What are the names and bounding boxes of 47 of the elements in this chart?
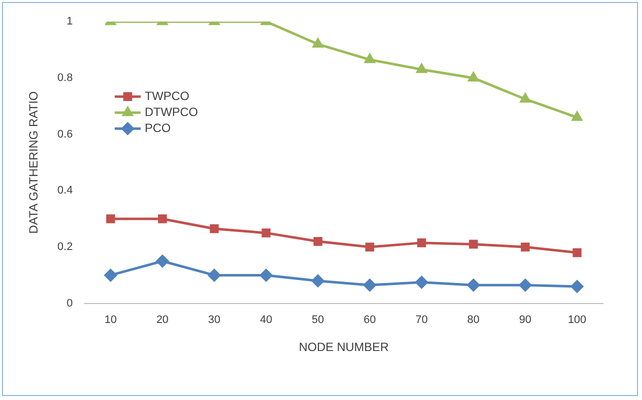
x-tick-label: 80 [467,314,480,326]
point [364,54,375,64]
point [468,240,478,249]
point [314,236,322,246]
y-tick-label: 0.2 [57,241,73,254]
y-axis-title: DATA GATHERING RATIO [26,91,41,234]
point [467,278,480,292]
point [208,268,221,282]
point [210,224,219,234]
point [106,214,116,224]
point [520,242,530,252]
y-tick-label: 0 [66,297,73,310]
legend-label: DTWPCO [144,104,198,119]
point [468,72,479,82]
point [572,248,582,258]
legend-label: TWPCO [144,88,190,103]
x-tick-label: 10 [104,314,117,326]
point [417,238,426,248]
x-tick-label: 20 [156,314,169,326]
point [572,112,582,121]
x-tick-label: 60 [364,314,376,326]
y-tick-label: 0.8 [57,72,73,84]
point [570,280,584,293]
point [415,276,428,289]
x-tick-label: 100 [568,314,586,326]
x-tick-label: 90 [519,314,532,326]
x-tick-label: 70 [415,314,428,326]
point [416,64,427,74]
point [365,242,374,252]
legend-label: PCO [144,120,171,135]
point [158,214,167,224]
y-tick-label: 0.6 [57,128,73,140]
y-tick-label: 1 [66,16,73,28]
point [262,228,271,238]
point [312,274,324,288]
point [364,278,376,292]
x-tick-label: 40 [260,314,272,326]
y-tick-label: 0.4 [57,184,73,197]
x-tick-label: 50 [312,314,324,326]
point [260,268,272,282]
x-axis-title: NODE NUMBER [298,340,390,354]
x-tick-label: 30 [208,314,220,326]
point [104,268,117,282]
point [312,38,324,48]
point [520,93,530,103]
point [519,278,532,292]
point [156,254,169,268]
